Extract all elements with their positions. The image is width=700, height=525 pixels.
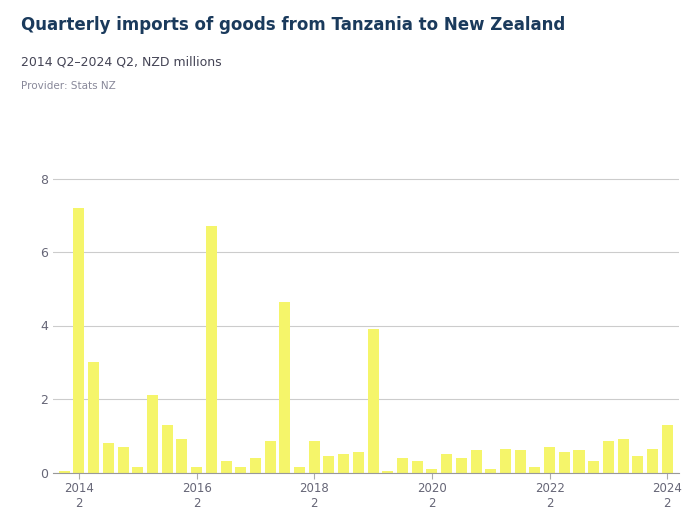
Bar [617, 439, 629, 472]
Bar [412, 461, 423, 473]
Bar [147, 395, 158, 472]
Bar [162, 425, 173, 472]
Bar [456, 458, 467, 472]
Bar [309, 441, 320, 472]
Bar [294, 467, 305, 472]
Bar [235, 467, 246, 472]
Text: 2014 Q2–2024 Q2, NZD millions: 2014 Q2–2024 Q2, NZD millions [21, 55, 222, 68]
Bar [353, 452, 364, 472]
Bar [588, 461, 599, 473]
Bar [279, 301, 290, 472]
Bar [250, 458, 261, 472]
Bar [529, 467, 540, 472]
Bar [191, 467, 202, 472]
Bar [265, 441, 276, 472]
Bar [338, 454, 349, 472]
Bar [206, 226, 217, 472]
Bar [632, 456, 643, 472]
Text: Provider: Stats NZ: Provider: Stats NZ [21, 81, 116, 91]
Bar [500, 448, 511, 472]
Bar [544, 447, 555, 472]
Bar [470, 450, 482, 472]
Bar [485, 469, 496, 472]
Bar [603, 441, 614, 472]
Bar [573, 450, 584, 472]
Bar [559, 452, 570, 472]
Bar [426, 469, 438, 472]
Bar [382, 470, 393, 473]
Bar [514, 450, 526, 472]
Text: Quarterly imports of goods from Tanzania to New Zealand: Quarterly imports of goods from Tanzania… [21, 16, 566, 34]
Bar [220, 461, 232, 473]
Bar [132, 467, 144, 472]
Bar [176, 439, 188, 472]
Bar [59, 470, 70, 473]
Bar [118, 447, 129, 472]
Bar [647, 448, 658, 472]
Bar [88, 362, 99, 473]
Bar [323, 456, 335, 472]
Text: figure.nz: figure.nz [568, 28, 653, 46]
Bar [662, 425, 673, 472]
Bar [74, 208, 85, 472]
Bar [103, 443, 114, 472]
Bar [368, 329, 379, 472]
Bar [397, 458, 408, 472]
Bar [441, 454, 452, 472]
